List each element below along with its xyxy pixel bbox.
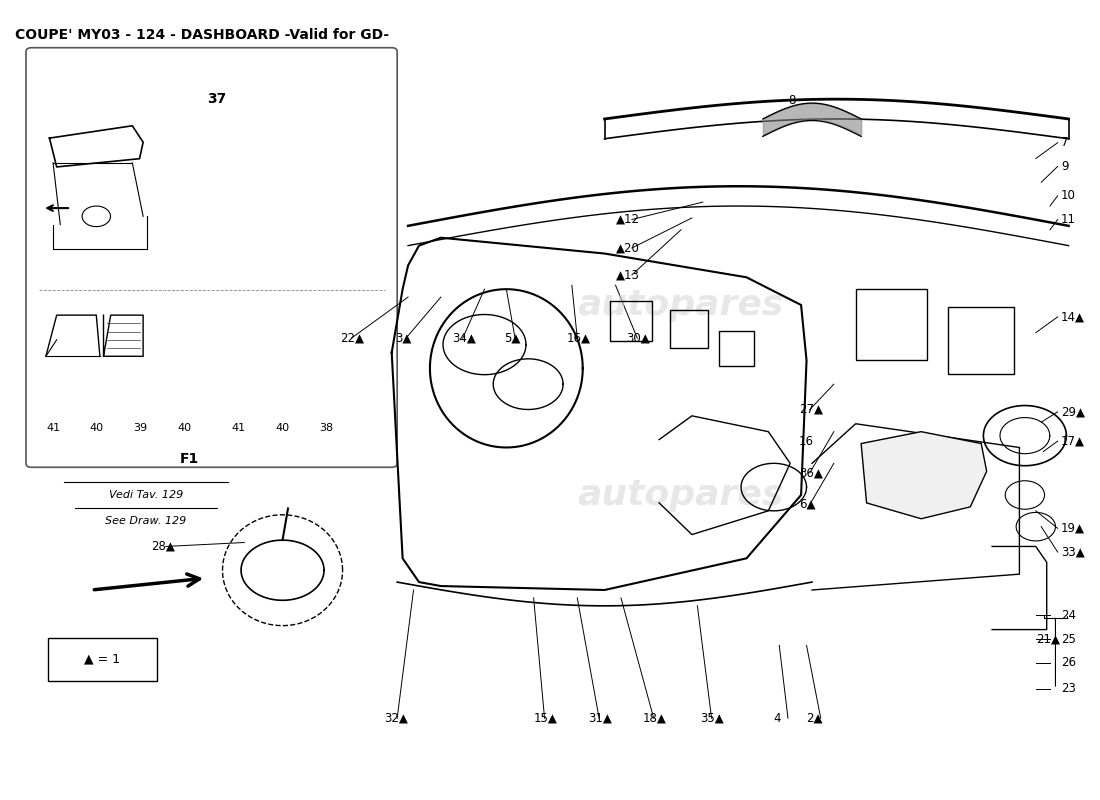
Bar [610,301,651,341]
Text: 3▲: 3▲ [395,332,411,345]
Text: 28▲: 28▲ [152,540,175,553]
Text: 40: 40 [275,422,289,433]
Text: autopares: autopares [578,478,784,512]
Bar [856,289,926,361]
Text: 9: 9 [1060,160,1068,173]
Text: 17▲: 17▲ [1060,434,1085,448]
Text: 10: 10 [1060,190,1076,202]
Bar [719,330,755,366]
Text: 37: 37 [208,92,227,106]
Text: 30▲: 30▲ [626,332,650,345]
Text: autopares: autopares [578,288,784,322]
Text: 40: 40 [90,422,104,433]
Text: 35▲: 35▲ [701,712,725,725]
Text: 25: 25 [1060,633,1076,646]
Text: 27▲: 27▲ [799,403,823,416]
Bar [670,310,708,348]
Text: 32▲: 32▲ [384,712,408,725]
Text: 38: 38 [319,422,333,433]
Text: F1: F1 [180,452,199,466]
Text: 33▲: 33▲ [1060,546,1085,558]
Text: 21▲: 21▲ [1036,633,1059,646]
Text: Vedi Tav. 129: Vedi Tav. 129 [109,490,184,500]
Text: 7: 7 [1060,136,1068,150]
Text: 34▲: 34▲ [452,332,475,345]
Bar [47,638,157,681]
Text: See Draw. 129: See Draw. 129 [106,516,187,526]
Text: 6▲: 6▲ [799,498,815,511]
Text: 15▲: 15▲ [534,712,558,725]
Text: ▲13: ▲13 [616,269,639,282]
Text: 16▲: 16▲ [566,332,591,345]
Text: 19▲: 19▲ [1060,522,1085,534]
Text: 18▲: 18▲ [642,712,667,725]
FancyBboxPatch shape [26,48,397,467]
Text: 26: 26 [1060,656,1076,670]
Text: 41: 41 [46,422,60,433]
Text: 36▲: 36▲ [799,466,823,479]
Text: 11: 11 [1060,213,1076,226]
Text: 16: 16 [799,434,814,448]
Text: 22▲: 22▲ [340,332,364,345]
Text: 24: 24 [1060,609,1076,622]
Text: ▲12: ▲12 [616,213,639,226]
Text: COUPE' MY03 - 124 - DASHBOARD -Valid for GD-: COUPE' MY03 - 124 - DASHBOARD -Valid for… [15,28,389,42]
Text: 40: 40 [177,422,191,433]
Text: 2▲: 2▲ [806,712,823,725]
Polygon shape [861,432,987,518]
Text: 31▲: 31▲ [588,712,612,725]
Text: ▲20: ▲20 [616,242,639,254]
Text: 23: 23 [1060,682,1076,695]
Text: 8: 8 [788,94,795,107]
Text: 41: 41 [232,422,246,433]
Text: ▲ = 1: ▲ = 1 [85,653,121,666]
Bar [948,307,1014,374]
Text: 4: 4 [773,712,781,725]
Text: 39: 39 [133,422,147,433]
Text: 5▲: 5▲ [504,332,520,345]
Text: 14▲: 14▲ [1060,310,1085,323]
Text: 29▲: 29▲ [1060,406,1085,418]
